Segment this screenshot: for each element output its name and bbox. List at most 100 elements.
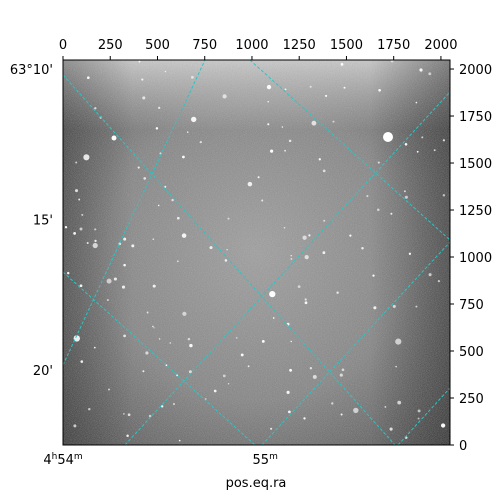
star [288,410,291,414]
x-axis-title: pos.eq.ra [226,476,287,491]
star [126,434,129,437]
star [222,374,226,378]
star [281,126,284,128]
dec-tick-label: 15' [33,213,53,228]
star [270,149,274,153]
star [121,285,126,289]
star [286,390,290,394]
star [408,252,412,255]
star [419,68,423,72]
star [267,123,270,126]
star [361,247,364,250]
star [340,413,343,416]
star [148,414,152,418]
x-tick-label: 1750 [377,38,410,53]
ra-tick-label: 55m [253,452,278,468]
ra-tick-label: 4h54m [43,452,82,468]
star [81,213,84,216]
star [75,189,78,193]
star [227,217,230,220]
star [433,149,436,152]
star [421,136,424,139]
star [161,405,164,408]
star [261,199,264,202]
star [290,340,292,343]
star [247,365,250,368]
star [78,198,81,201]
x-tick-label: 1000 [235,38,268,53]
star [123,334,126,338]
star [323,219,326,222]
x-tick-label: 2000 [424,38,457,53]
star [389,427,393,431]
star [80,360,84,363]
y-tick-label: 0 [459,439,467,454]
y-pixel-axis: 0 250 500 750 1000 1250 1500 1750 2000 [450,63,492,454]
star [397,400,402,405]
star [240,353,244,357]
star [66,271,70,275]
star [288,139,292,143]
star [417,409,421,413]
star [137,166,140,169]
star [390,212,393,215]
star [178,439,181,442]
star [131,244,135,248]
x-tick-label: 1250 [283,38,316,53]
star [88,407,91,411]
star [289,368,292,372]
x-tick-label: 0 [59,38,67,53]
star [64,226,68,229]
star [415,101,418,104]
star [94,107,97,110]
star [83,154,90,161]
star [191,76,194,79]
star [171,198,174,202]
star [269,290,276,298]
star [158,106,161,110]
star [415,305,418,308]
star [73,424,77,428]
star [143,177,147,180]
star [106,299,109,301]
star [153,327,155,329]
star [395,338,402,345]
star [73,231,77,235]
star [378,88,381,92]
star [186,131,189,133]
star [349,234,352,237]
star [127,413,131,417]
grid-line [63,74,396,445]
star [235,337,238,339]
star [73,335,80,342]
star [395,365,397,368]
star [266,84,272,90]
star [373,306,377,310]
star [158,338,161,340]
y-tick-label: 1750 [459,110,492,125]
star [311,120,317,126]
y-tick-label: 250 [459,392,484,407]
star [403,190,406,193]
grid-line [63,60,206,366]
star [404,143,408,146]
star [322,169,326,173]
star [312,374,317,379]
star [79,227,83,231]
y-tick-label: 750 [459,298,484,313]
star [123,263,126,267]
star [138,60,141,63]
star [304,301,308,305]
star [284,149,287,152]
star [284,88,287,91]
grid-line [261,241,450,445]
star [376,208,380,212]
y-tick-label: 1500 [459,157,492,172]
star [440,423,446,428]
star [390,60,394,63]
star [155,127,159,130]
star [86,76,90,80]
star [176,260,179,263]
star [176,374,179,377]
star [157,204,160,207]
